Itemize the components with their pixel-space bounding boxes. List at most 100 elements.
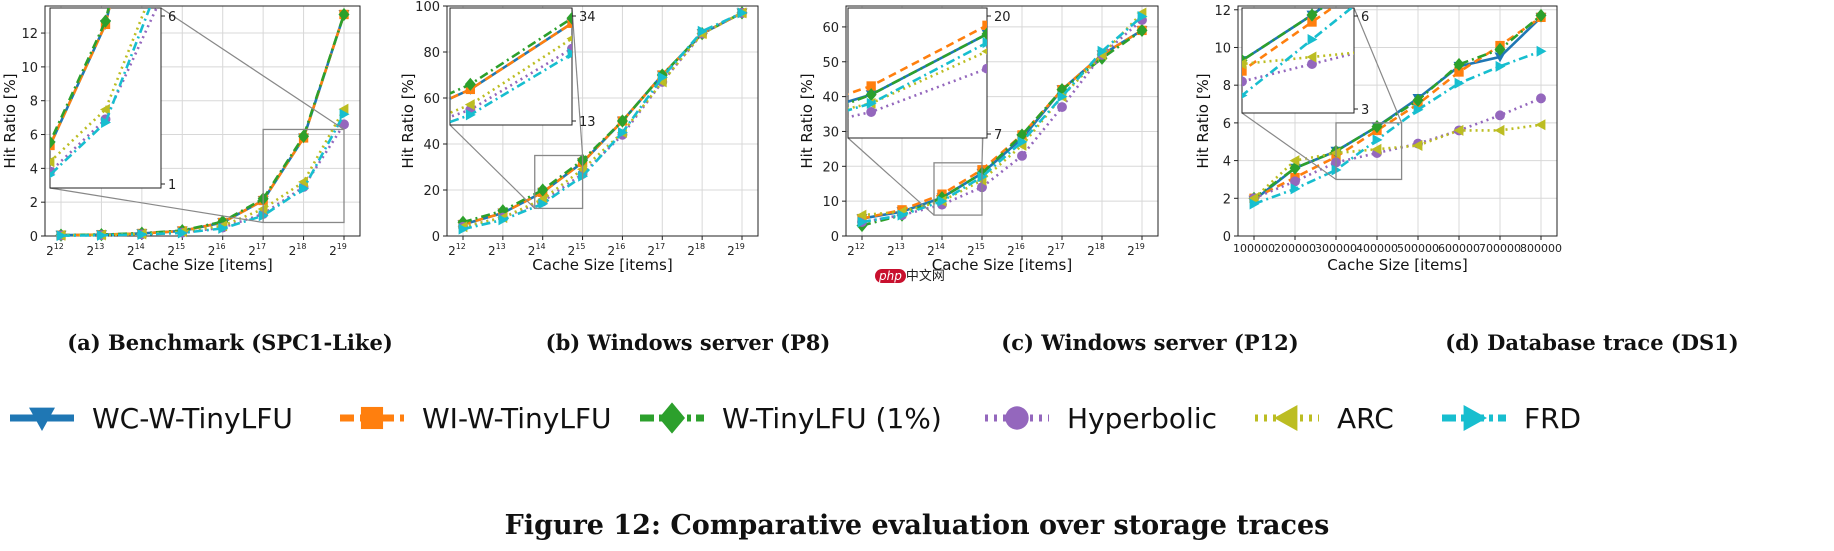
y-tick-label: 60	[822, 21, 839, 36]
y-tick-label: 6	[30, 129, 38, 144]
x-tick-label: 500000	[1397, 242, 1439, 255]
inset-plot	[50, 0, 166, 178]
subplot-caption-b: (b) Windows server (P8)	[545, 330, 831, 355]
data-point-frd	[937, 195, 948, 207]
x-tick-label: 216	[1007, 242, 1025, 258]
x-tick-label: 600000	[1438, 242, 1480, 255]
x-tick-label: 215	[967, 242, 985, 258]
inset-point-hyp	[156, 0, 166, 3]
legend-marker-frd	[1463, 405, 1487, 431]
zoom-connector	[1353, 7, 1403, 124]
legend-marker-hyp	[1005, 406, 1029, 430]
data-point-hyp	[1536, 93, 1546, 104]
inset-tick-label: 7	[994, 128, 1002, 143]
series-line-arc	[462, 11, 743, 229]
series-line-frd	[861, 15, 1143, 224]
data-point-hyp	[1017, 150, 1027, 161]
inset-frame	[49, 7, 162, 189]
inset-series-w	[50, 8, 110, 144]
legend-marker-arc	[1274, 405, 1298, 431]
y-tick-label: 12	[21, 27, 38, 42]
x-tick-label: 219	[1127, 242, 1145, 258]
inset-point-hyp	[1307, 59, 1317, 69]
inset-tick-label: 3	[1361, 103, 1369, 118]
inset-point-arc	[464, 99, 475, 111]
data-point-arc	[1289, 155, 1300, 167]
inset-point-hyp	[1242, 76, 1247, 87]
subplot-caption-a: (a) Benchmark (SPC1-Like)	[67, 330, 393, 355]
inset-point-frd	[982, 37, 987, 49]
inset-series-wi	[50, 8, 111, 148]
data-point-arc	[856, 209, 867, 221]
data-point-frd	[857, 216, 868, 228]
x-tick-label: 300000	[1315, 242, 1357, 255]
inset-frame	[847, 7, 988, 139]
inset-point-w	[981, 27, 987, 41]
x-tick-label: 212	[46, 242, 64, 258]
inset-tick-label: 6	[168, 10, 176, 25]
inset-series-frd	[1242, 8, 1354, 97]
inset-point-wi	[1307, 17, 1317, 27]
x-tick-label: 215	[568, 242, 586, 258]
data-point-frd	[1454, 77, 1465, 89]
inset-point-wi	[1242, 66, 1247, 76]
x-tick-label: 800000	[1520, 242, 1562, 255]
data-point-frd	[137, 228, 148, 240]
inset-point-arc	[566, 35, 572, 42]
data-point-arc	[338, 103, 349, 115]
series-line-frd	[462, 11, 743, 231]
data-point-hyp	[339, 119, 349, 130]
data-point-arc	[1453, 124, 1464, 136]
inset-point-arc	[1306, 51, 1317, 63]
y-tick-label: 10	[1214, 41, 1231, 56]
data-point-arc	[1535, 119, 1546, 131]
data-point-frd	[1057, 91, 1068, 103]
data-point-hyp	[1057, 102, 1067, 113]
y-tick-label: 2	[1223, 192, 1231, 207]
x-tick-label: 219	[727, 242, 745, 258]
y-tick-label: 80	[423, 46, 440, 61]
x-tick-label: 214	[127, 242, 145, 258]
inset-point-frd	[101, 117, 111, 129]
x-tick-label: 213	[887, 242, 905, 258]
y-tick-label: 0	[831, 230, 839, 245]
legend-marker-wc	[29, 407, 55, 431]
x-tick-label: 217	[647, 242, 665, 258]
x-tick-label: 218	[289, 242, 307, 258]
legend-marker-wi	[360, 406, 384, 430]
plot-frame	[44, 5, 361, 237]
data-point-arc	[1412, 140, 1423, 152]
inset-tick-label: 34	[579, 10, 596, 25]
plot-frame	[446, 5, 759, 237]
y-axis-label: Hit Ratio [%]	[798, 73, 816, 168]
data-point-frd	[897, 209, 908, 221]
figure-caption: Figure 12: Comparative evaluation over s…	[504, 510, 1330, 541]
x-tick-label: 400000	[1356, 242, 1398, 255]
data-point-arc	[298, 176, 308, 188]
x-tick-label: 218	[1087, 242, 1105, 258]
data-point-arc	[1371, 143, 1382, 155]
inset-point-w	[100, 14, 111, 28]
zoom-connector	[847, 137, 935, 216]
inset-point-wi	[866, 81, 876, 91]
series-line-w	[60, 14, 346, 237]
inset-point-frd	[567, 48, 572, 60]
data-point-frd	[737, 7, 748, 19]
x-axis-label: Cache Size [items]	[1327, 256, 1467, 274]
inset-point-frd	[1242, 92, 1248, 99]
watermark: php 中文网	[875, 265, 945, 284]
zoom-connector	[1241, 112, 1337, 180]
data-point-frd	[1413, 104, 1424, 116]
inset-point-w	[566, 11, 572, 25]
y-tick-label: 20	[822, 160, 839, 175]
data-point-arc	[1248, 192, 1259, 204]
data-point-w	[537, 183, 549, 197]
data-point-wc	[1494, 52, 1506, 63]
data-point-hyp	[1495, 110, 1505, 121]
inset-series-frd	[50, 8, 152, 177]
watermark-text: 中文网	[905, 269, 945, 284]
series-line-frd	[60, 113, 346, 237]
x-tick-label: 214	[927, 242, 945, 258]
x-tick-label: 212	[448, 242, 466, 258]
